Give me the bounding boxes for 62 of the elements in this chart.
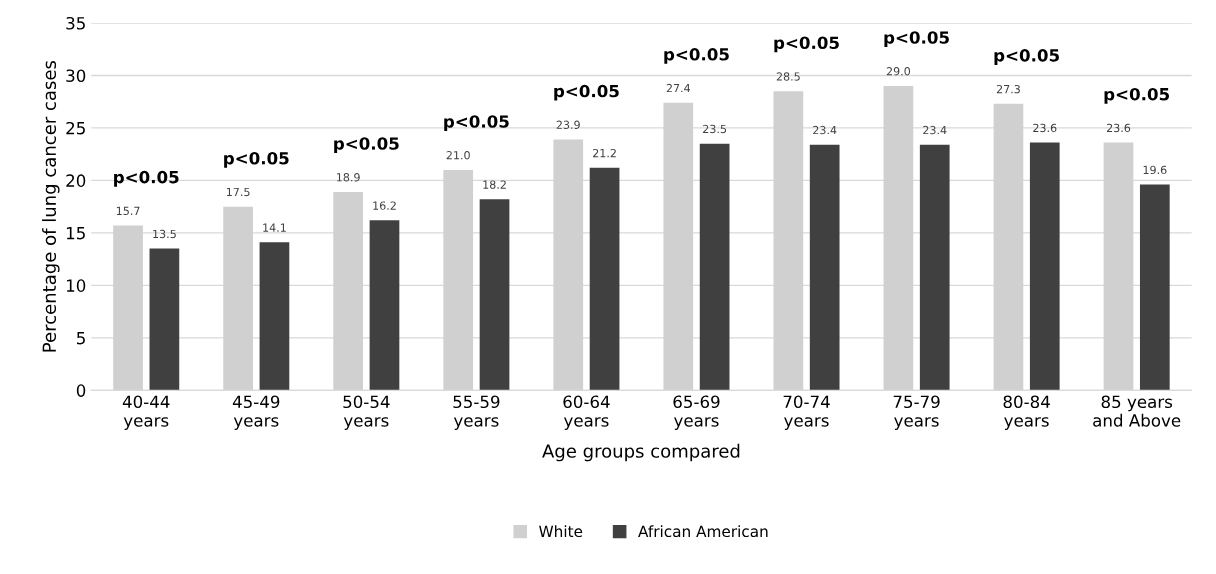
x-tick-label: 40-44 years [122, 395, 170, 430]
x-tick-label: 50-54 years [343, 395, 390, 430]
data-label: 21.0 [446, 151, 470, 160]
y-tick-label: 35 [66, 16, 85, 30]
legend-label: African American [638, 525, 768, 538]
data-label: 29.0 [886, 67, 911, 76]
bar [369, 220, 400, 391]
x-axis-title: Age groups compared [542, 443, 740, 462]
data-label: 13.5 [153, 229, 176, 239]
annotation: p<0.05 [224, 151, 289, 168]
annotation: p<0.05 [444, 115, 509, 132]
data-label: 14.1 [263, 223, 286, 232]
data-label: 23.5 [703, 124, 727, 134]
bar [149, 248, 180, 391]
bar [699, 143, 730, 391]
y-tick-label: 25 [66, 121, 85, 135]
data-label: 21.2 [593, 148, 616, 158]
data-label: 18.9 [337, 173, 360, 182]
y-tick-label: 0 [76, 384, 86, 397]
x-tick-label: 80-84 years [1003, 395, 1050, 430]
x-tick-label: 65-69 years [673, 395, 720, 430]
annotation: p<0.05 [774, 36, 839, 53]
y-tick-label: 20 [66, 174, 86, 187]
x-tick-label: 85 years and Above [1093, 395, 1181, 427]
annotation: p<0.05 [1104, 87, 1169, 104]
x-tick-label: 55-59 years [453, 395, 500, 430]
data-label: 28.5 [776, 72, 800, 81]
annotation: p<0.05 [994, 49, 1059, 65]
data-label: 17.5 [226, 187, 250, 197]
annotation: p<0.05 [334, 137, 399, 154]
annotation: p<0.05 [664, 48, 729, 64]
bar [1029, 142, 1060, 391]
x-tick-label: 45-49 years [232, 395, 280, 430]
data-label: 23.6 [1106, 123, 1131, 133]
data-label: 23.9 [556, 120, 580, 129]
y-tick-label: 5 [77, 332, 85, 345]
data-label: 27.3 [996, 84, 1020, 94]
data-label: 23.4 [923, 125, 947, 135]
data-label: 23.4 [813, 125, 837, 135]
y-tick-label: 10 [66, 279, 86, 292]
data-label: 27.4 [666, 83, 691, 93]
bar [479, 199, 510, 391]
bar [589, 167, 620, 391]
bar [259, 242, 290, 391]
annotation: p<0.05 [114, 170, 179, 187]
legend-label: White [539, 525, 583, 538]
data-label: 23.6 [1033, 123, 1057, 133]
data-label: 18.2 [483, 180, 506, 189]
bar [919, 144, 950, 391]
x-tick-label: 75-79 years [893, 395, 940, 430]
annotation: p<0.05 [554, 84, 619, 101]
data-label: 16.2 [373, 201, 396, 210]
data-label: 19.6 [1143, 165, 1167, 175]
y-axis-title: Percentage of lung cancer cases [42, 60, 60, 352]
annotation: p<0.05 [884, 31, 949, 48]
y-tick-label: 30 [66, 69, 86, 83]
bar [1139, 184, 1170, 391]
x-tick-label: 70-74 years [783, 395, 830, 430]
x-tick-label: 60-64 years [563, 395, 610, 430]
bar [809, 144, 840, 391]
data-label: 15.7 [116, 206, 140, 216]
y-tick-label: 15 [66, 227, 85, 240]
